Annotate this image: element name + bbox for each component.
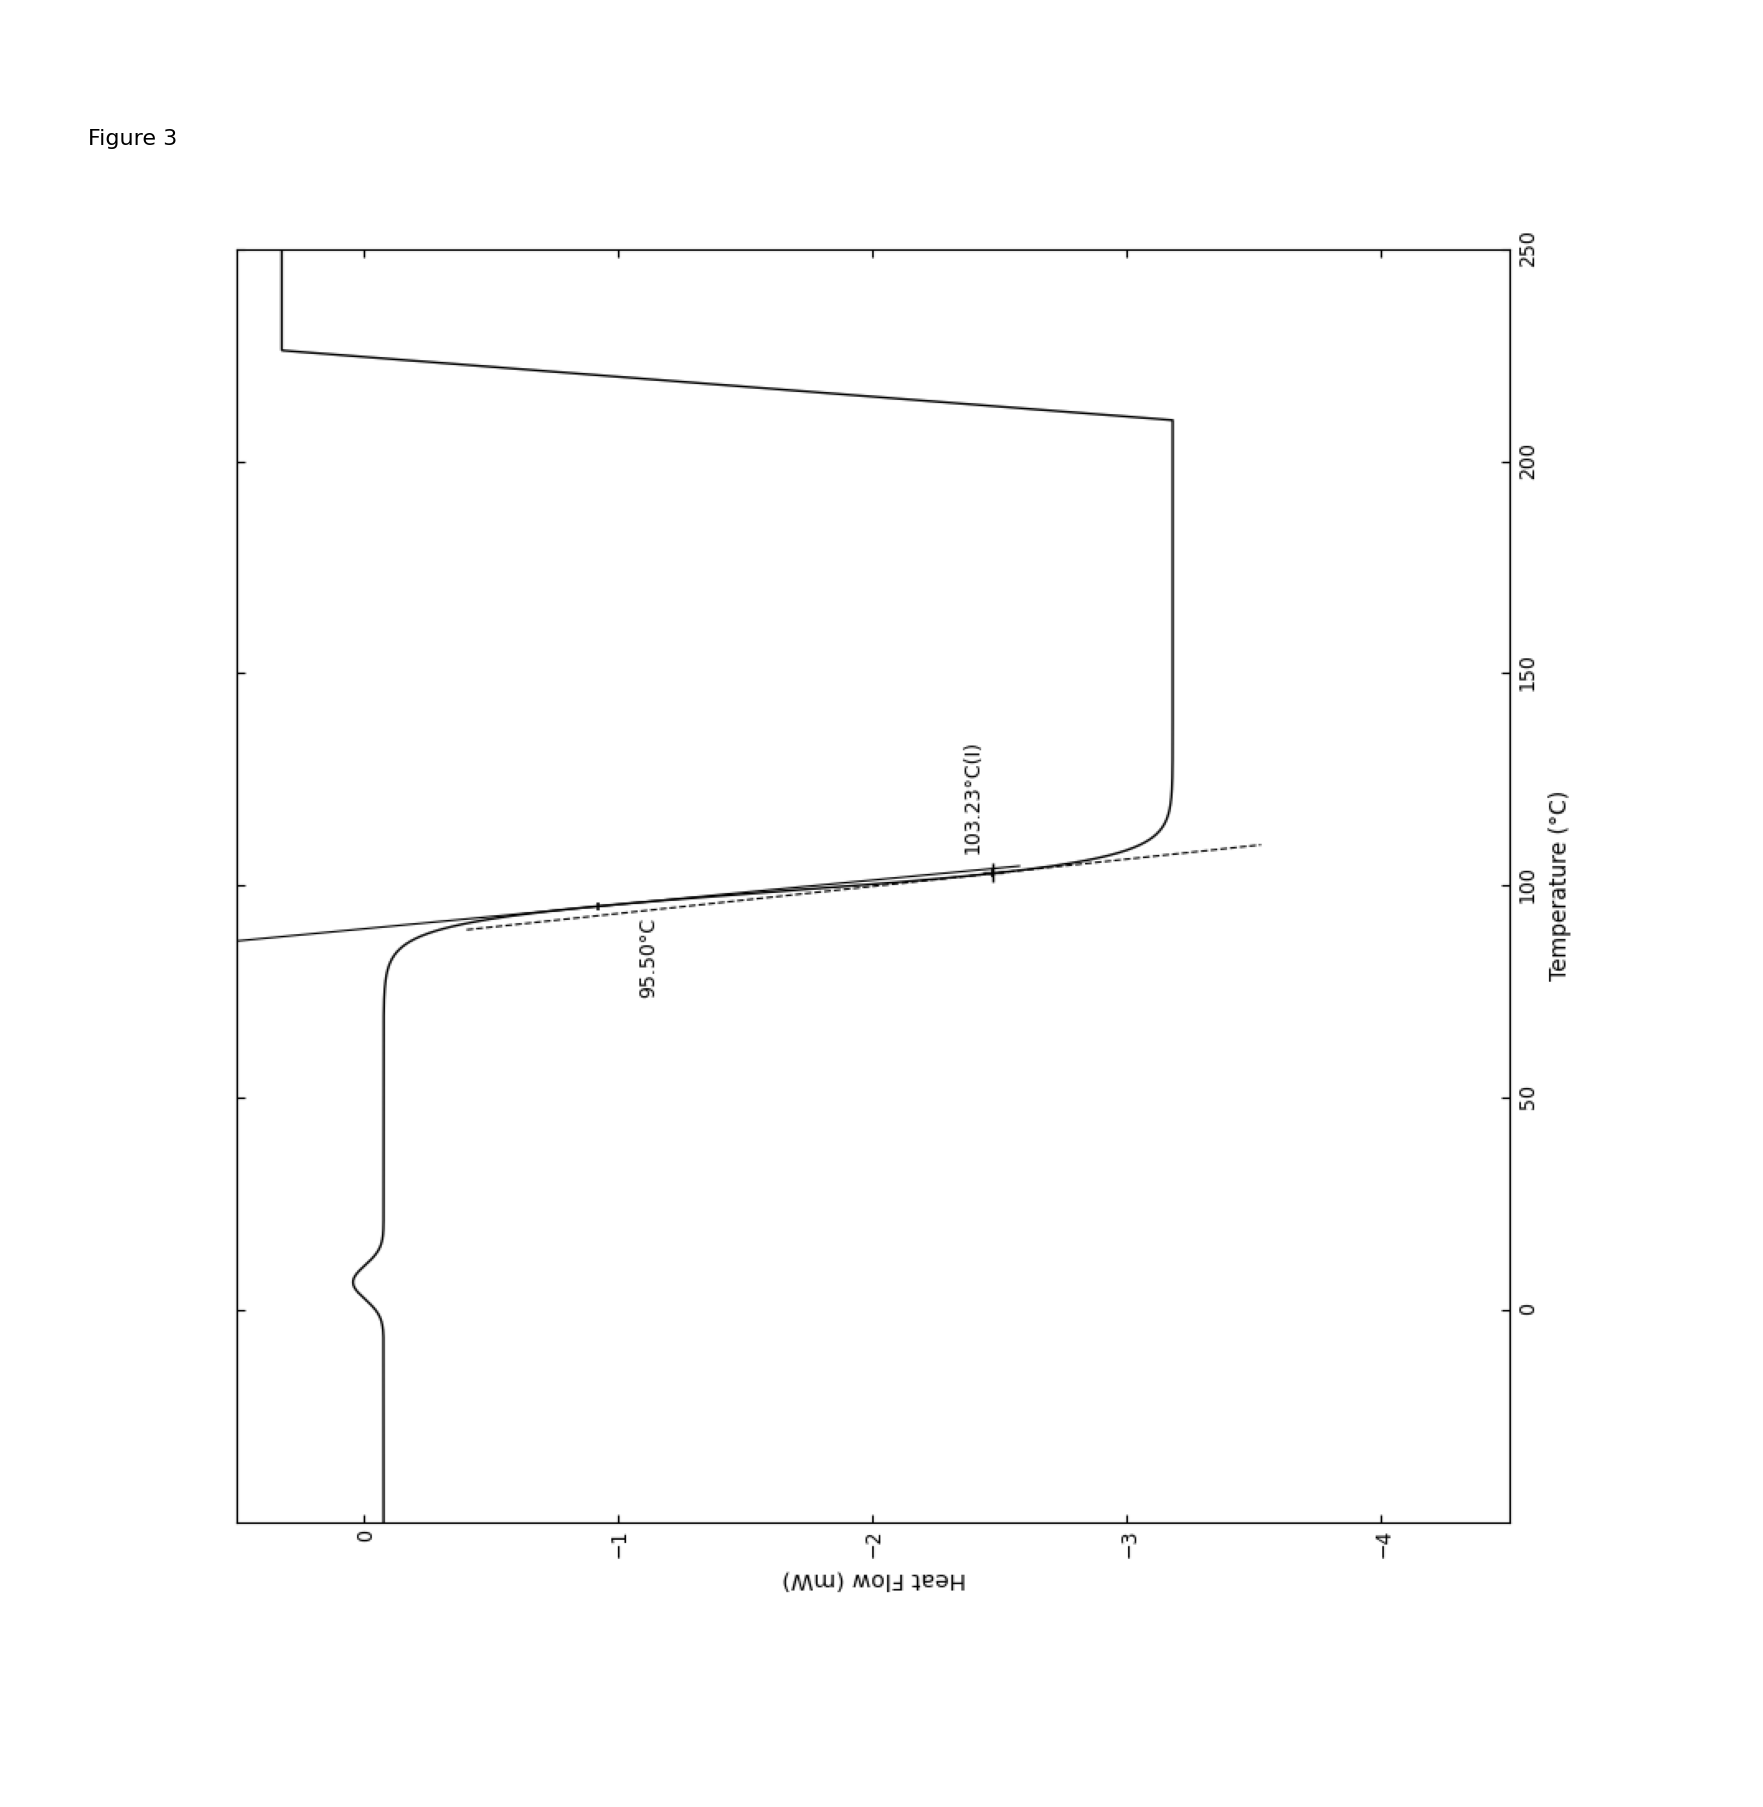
Text: Figure 3: Figure 3 bbox=[88, 128, 178, 148]
